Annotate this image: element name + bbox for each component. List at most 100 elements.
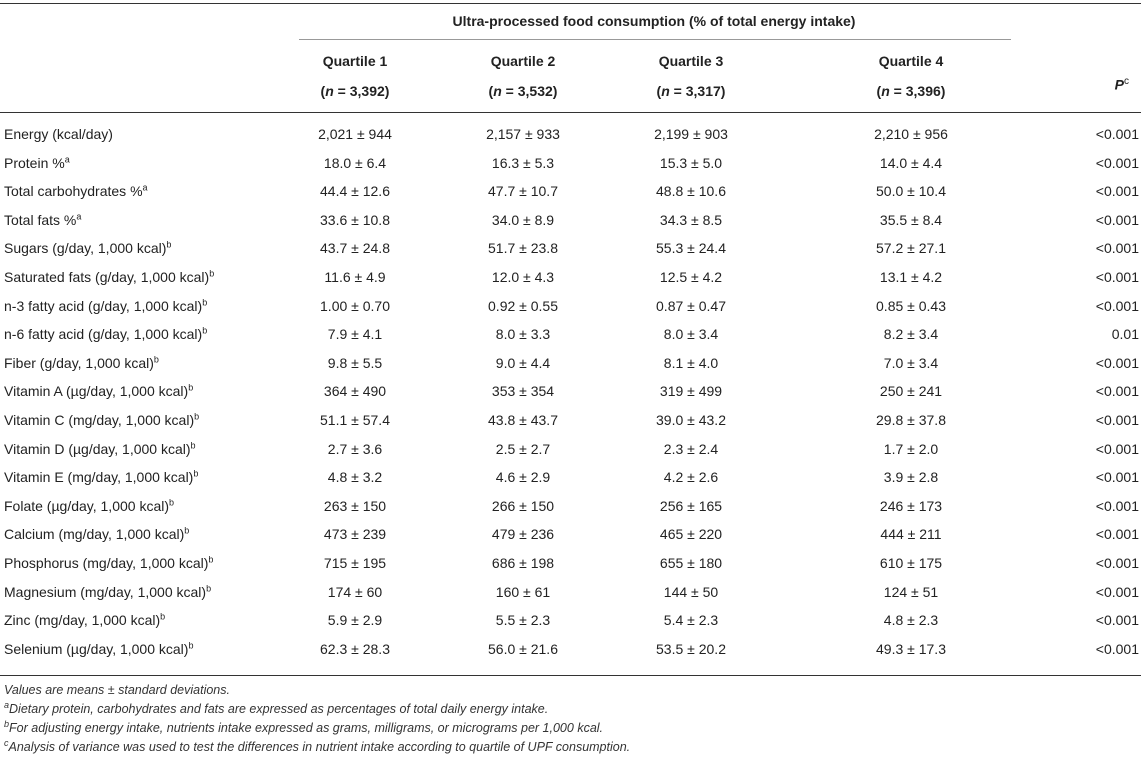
spanning-header-rule <box>299 39 1011 40</box>
footnote-marker: b <box>184 525 190 536</box>
table-row: Calcium (mg/day, 1,000 kcal)b 473 ± 239 47… <box>0 520 1143 549</box>
cell-quartile-4: 49.3 ± 17.3 <box>876 640 946 657</box>
cell-quartile-3: 5.4 ± 2.3 <box>663 612 719 629</box>
row-label: Energy (kcal/day) <box>4 126 113 142</box>
footnote-marker: b <box>169 497 175 508</box>
cell-quartile-3: 39.0 ± 43.2 <box>656 411 726 428</box>
table-body: Energy (kcal/day) 2,021 ± 944 2,157 ± 933 2… <box>0 120 1143 663</box>
cell-p-value: <0.001 <box>1095 183 1139 200</box>
cell-quartile-2: 12.0 ± 4.3 <box>491 268 555 285</box>
row-label: Magnesium (mg/day, 1,000 kcal)b <box>4 582 212 600</box>
column-header-quartile-1: Quartile 1 (n = 3,392) <box>270 46 440 106</box>
row-label: Vitamin D (µg/day, 1,000 kcal)b <box>4 439 196 457</box>
table-row: Vitamin D (µg/day, 1,000 kcal)b 2.7 ± 3.6… <box>0 435 1143 464</box>
footnote-marker: b <box>190 439 196 450</box>
table-row: Zinc (mg/day, 1,000 kcal)b 5.9 ± 2.9 5.5 ±… <box>0 606 1143 635</box>
cell-quartile-1: 18.0 ± 6.4 <box>323 154 387 171</box>
quartile-n: (n = 3,532) <box>488 83 558 99</box>
table-row: n-3 fatty acid (g/day, 1,000 kcal)b 1.00 … <box>0 292 1143 321</box>
cell-quartile-1: 5.9 ± 2.9 <box>327 612 383 629</box>
row-label: n-3 fatty acid (g/day, 1,000 kcal)b <box>4 296 208 314</box>
cell-p-value: <0.001 <box>1095 354 1139 371</box>
table-row: Selenium (µg/day, 1,000 kcal)b 62.3 ± 28.… <box>0 635 1143 664</box>
cell-quartile-2: 16.3 ± 5.3 <box>491 154 555 171</box>
footnote-marker: c <box>4 737 9 748</box>
table-row: Energy (kcal/day) 2,021 ± 944 2,157 ± 933 2… <box>0 120 1143 149</box>
cell-p-value: <0.001 <box>1095 640 1139 657</box>
cell-p-value: 0.01 <box>1111 326 1139 343</box>
cell-quartile-2: 4.6 ± 2.9 <box>495 469 551 486</box>
table-row: Folate (µg/day, 1,000 kcal)b 263 ± 150 266… <box>0 492 1143 521</box>
top-rule <box>0 3 1141 4</box>
cell-quartile-2: 160 ± 61 <box>495 583 551 600</box>
footnote-marker: b <box>202 325 208 336</box>
cell-quartile-1: 7.9 ± 4.1 <box>327 326 383 343</box>
footnote: Values are means ± standard deviations. <box>4 683 230 697</box>
cell-p-value: <0.001 <box>1095 469 1139 486</box>
cell-quartile-4: 124 ± 51 <box>883 583 939 600</box>
footnote-marker: b <box>188 382 194 393</box>
cell-quartile-3: 12.5 ± 4.2 <box>659 268 723 285</box>
cell-quartile-1: 62.3 ± 28.3 <box>320 640 390 657</box>
cell-quartile-2: 9.0 ± 4.4 <box>495 354 551 371</box>
cell-quartile-4: 0.85 ± 0.43 <box>876 297 946 314</box>
row-label: n-6 fatty acid (g/day, 1,000 kcal)b <box>4 325 208 343</box>
cell-quartile-4: 7.0 ± 3.4 <box>883 354 939 371</box>
row-label: Zinc (mg/day, 1,000 kcal)b <box>4 611 166 629</box>
cell-quartile-3: 15.3 ± 5.0 <box>659 154 723 171</box>
table-row: Vitamin C (mg/day, 1,000 kcal)b 51.1 ± 57… <box>0 406 1143 435</box>
table-row: Fiber (g/day, 1,000 kcal)b 9.8 ± 5.5 9.0 ±… <box>0 349 1143 378</box>
table-row: n-6 fatty acid (g/day, 1,000 kcal)b 7.9 ±… <box>0 320 1143 349</box>
cell-quartile-1: 263 ± 150 <box>323 497 387 514</box>
row-label: Protein %a <box>4 153 70 171</box>
cell-quartile-3: 53.5 ± 20.2 <box>656 640 726 657</box>
cell-quartile-2: 34.0 ± 8.9 <box>491 211 555 228</box>
cell-p-value: <0.001 <box>1095 526 1139 543</box>
cell-quartile-4: 2,210 ± 956 <box>874 126 948 142</box>
cell-p-value: <0.001 <box>1095 612 1139 629</box>
cell-quartile-2: 8.0 ± 3.3 <box>495 326 551 343</box>
quartile-n: (n = 3,396) <box>876 83 946 99</box>
cell-quartile-2: 51.7 ± 23.8 <box>488 240 558 257</box>
cell-quartile-4: 4.8 ± 2.3 <box>883 612 939 629</box>
table-row: Vitamin E (mg/day, 1,000 kcal)b 4.8 ± 3.2… <box>0 463 1143 492</box>
quartile-label: Quartile 4 <box>878 53 944 69</box>
row-label: Vitamin C (mg/day, 1,000 kcal)b <box>4 411 200 428</box>
cell-quartile-1: 1.00 ± 0.70 <box>320 297 390 314</box>
cell-p-value: <0.001 <box>1095 440 1139 457</box>
row-label: Fiber (g/day, 1,000 kcal)b <box>4 354 159 371</box>
cell-quartile-4: 13.1 ± 4.2 <box>879 268 943 285</box>
cell-quartile-3: 4.2 ± 2.6 <box>663 469 719 486</box>
cell-quartile-3: 8.1 ± 4.0 <box>663 354 719 371</box>
table-row: Sugars (g/day, 1,000 kcal)b 43.7 ± 24.8 51… <box>0 234 1143 263</box>
quartile-n: (n = 3,317) <box>656 83 726 99</box>
quartile-label: Quartile 1 <box>322 53 388 69</box>
cell-p-value: <0.001 <box>1095 297 1139 314</box>
cell-p-value: <0.001 <box>1095 411 1139 428</box>
cell-p-value: <0.001 <box>1095 211 1139 228</box>
table-row: Total fats %a 33.6 ± 10.8 34.0 ± 8.9 34.3 ±… <box>0 206 1143 235</box>
footnote-marker: a <box>64 153 70 164</box>
row-label: Saturated fats (g/day, 1,000 kcal)b <box>4 268 215 285</box>
footnote: aDietary protein, carbohydrates and fats… <box>4 699 549 716</box>
cell-quartile-4: 50.0 ± 10.4 <box>876 183 946 200</box>
cell-quartile-1: 33.6 ± 10.8 <box>320 211 390 228</box>
cell-quartile-3: 2.3 ± 2.4 <box>663 440 719 457</box>
cell-quartile-4: 8.2 ± 3.4 <box>883 326 939 343</box>
cell-quartile-3: 144 ± 50 <box>663 583 719 600</box>
cell-quartile-2: 56.0 ± 21.6 <box>488 640 558 657</box>
footnote-marker: b <box>153 354 159 365</box>
cell-p-value: <0.001 <box>1095 240 1139 257</box>
row-label: Total fats %a <box>4 211 82 228</box>
cell-quartile-4: 246 ± 173 <box>879 497 943 514</box>
cell-p-value: <0.001 <box>1095 554 1139 571</box>
column-header-quartile-4: Quartile 4 (n = 3,396) <box>826 46 996 106</box>
cell-quartile-1: 43.7 ± 24.8 <box>320 240 390 257</box>
footnote-marker: a <box>76 211 82 222</box>
cell-quartile-3: 465 ± 220 <box>659 526 723 543</box>
column-header-p-value: Pc <box>1114 76 1129 93</box>
cell-quartile-4: 57.2 ± 27.1 <box>876 240 946 257</box>
cell-quartile-1: 9.8 ± 5.5 <box>327 354 383 371</box>
cell-quartile-3: 2,199 ± 903 <box>654 126 728 142</box>
cell-quartile-3: 0.87 ± 0.47 <box>656 297 726 314</box>
